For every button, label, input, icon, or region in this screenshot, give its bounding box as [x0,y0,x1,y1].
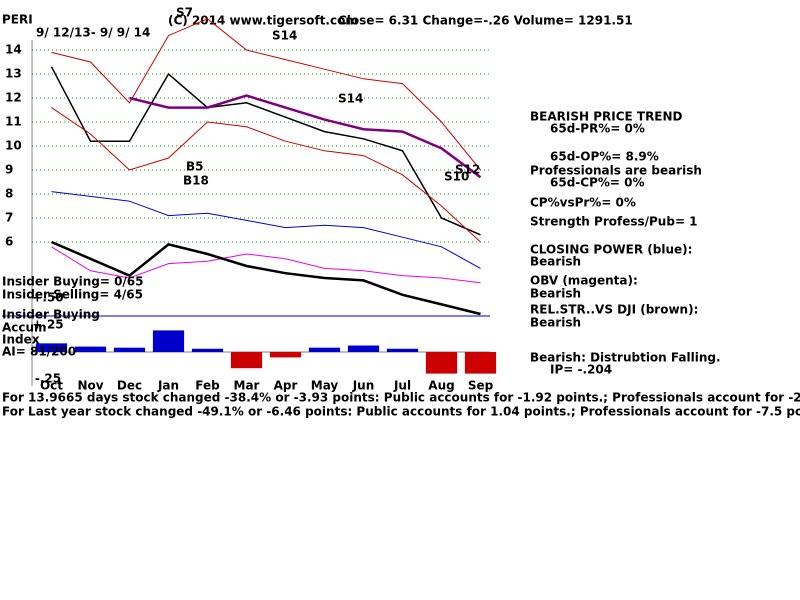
y-tick-label: 11 [5,115,22,129]
side-note: 65d-PR%= 0% [550,122,645,136]
series-line [51,107,481,243]
left-note: Insider Buying= 0/65 [2,275,144,289]
x-tick-label: May [311,379,339,393]
series-line [51,18,481,171]
bar [386,348,419,352]
annotation: B5 [186,160,204,174]
annotation: S14 [338,92,363,106]
bar [74,346,107,352]
bar [230,352,263,369]
bar [308,347,341,352]
chart-title: PERI [2,13,33,27]
series-line [51,246,481,284]
y-tick-label: 10 [5,139,22,153]
annotation: S12 [455,163,480,177]
bar [269,352,302,358]
bar [113,347,146,352]
left-note: Accum [2,321,47,335]
series-line [129,94,482,179]
legend-entry: REL.STR..VS DJI (brown): [530,303,698,317]
x-tick-label: Jul [393,379,411,393]
bar [152,330,185,352]
x-tick-label: Jun [352,379,375,393]
y-tick-label: +.25 [32,318,63,332]
legend-entry: OBV (magenta): [530,274,638,288]
side-note: 65d-CP%= 0% [550,176,645,190]
side-note: Bearish [530,316,581,330]
footer-line: For Last year stock changed -49.1% or -6… [2,405,800,419]
quote: Close= 6.31 Change=-.26 Volume= 1291.51 [338,14,633,28]
left-note: Insider Buying [2,308,100,322]
side-note: Bearish: Distrubtion Falling. [530,351,721,365]
left-note: AI= 81/200 [2,345,76,359]
y-tick-label: 13 [5,67,22,81]
y-tick-label: 14 [5,43,22,57]
annotation: S10 [444,170,469,184]
bar [464,352,497,374]
x-tick-label: Nov [77,379,103,393]
bar [35,343,68,352]
legend-entry: CLOSING POWER (blue): [530,243,692,257]
series-line [51,240,481,316]
left-note: Index [2,333,40,347]
side-note: 65d-OP%= 8.9% [550,150,659,164]
y-tick-label: 8 [5,187,13,201]
x-tick-label: Feb [195,379,220,393]
bar [191,348,224,352]
x-tick-label: Apr [274,379,298,393]
side-note: Professionals are bearish [530,164,702,178]
date-range: 9/ 12/13- 9/ 9/ 14 [36,26,150,40]
series-line [51,191,481,269]
annotation: B18 [183,174,209,188]
y-tick-label: 6 [5,235,13,249]
x-tick-label: Dec [117,379,142,393]
series-line [50,66,481,236]
x-tick-label: Jan [157,379,179,393]
y-tick-label: +.50 [32,291,63,305]
side-note: BEARISH PRICE TREND [530,110,683,124]
x-tick-label: Mar [234,379,260,393]
side-note: CP%vsPr%= 0% [530,196,636,210]
side-note: Strength Profess/Pub= 1 [530,215,698,229]
left-note: Insider Selling= 4/65 [2,288,143,302]
y-tick-label: -.25 [35,372,61,386]
copyright: (C) 2014 www.tigersoft.com [168,14,358,28]
bar [425,352,458,374]
side-note: IP= -.204 [550,363,612,377]
footer-line: For 13.9665 days stock changed -38.4% or… [2,391,800,405]
annotation: S14 [272,29,297,43]
y-tick-label: 9 [5,163,13,177]
side-note: Bearish [530,287,581,301]
x-tick-label: Sep [468,379,494,393]
x-tick-label: Aug [428,379,454,393]
side-note: Bearish [530,255,581,269]
y-tick-label: 7 [5,211,13,225]
x-tick-label: Oct [40,379,63,393]
bar [347,345,380,352]
annotation: S7 [176,6,193,20]
y-tick-label: 12 [5,91,22,105]
